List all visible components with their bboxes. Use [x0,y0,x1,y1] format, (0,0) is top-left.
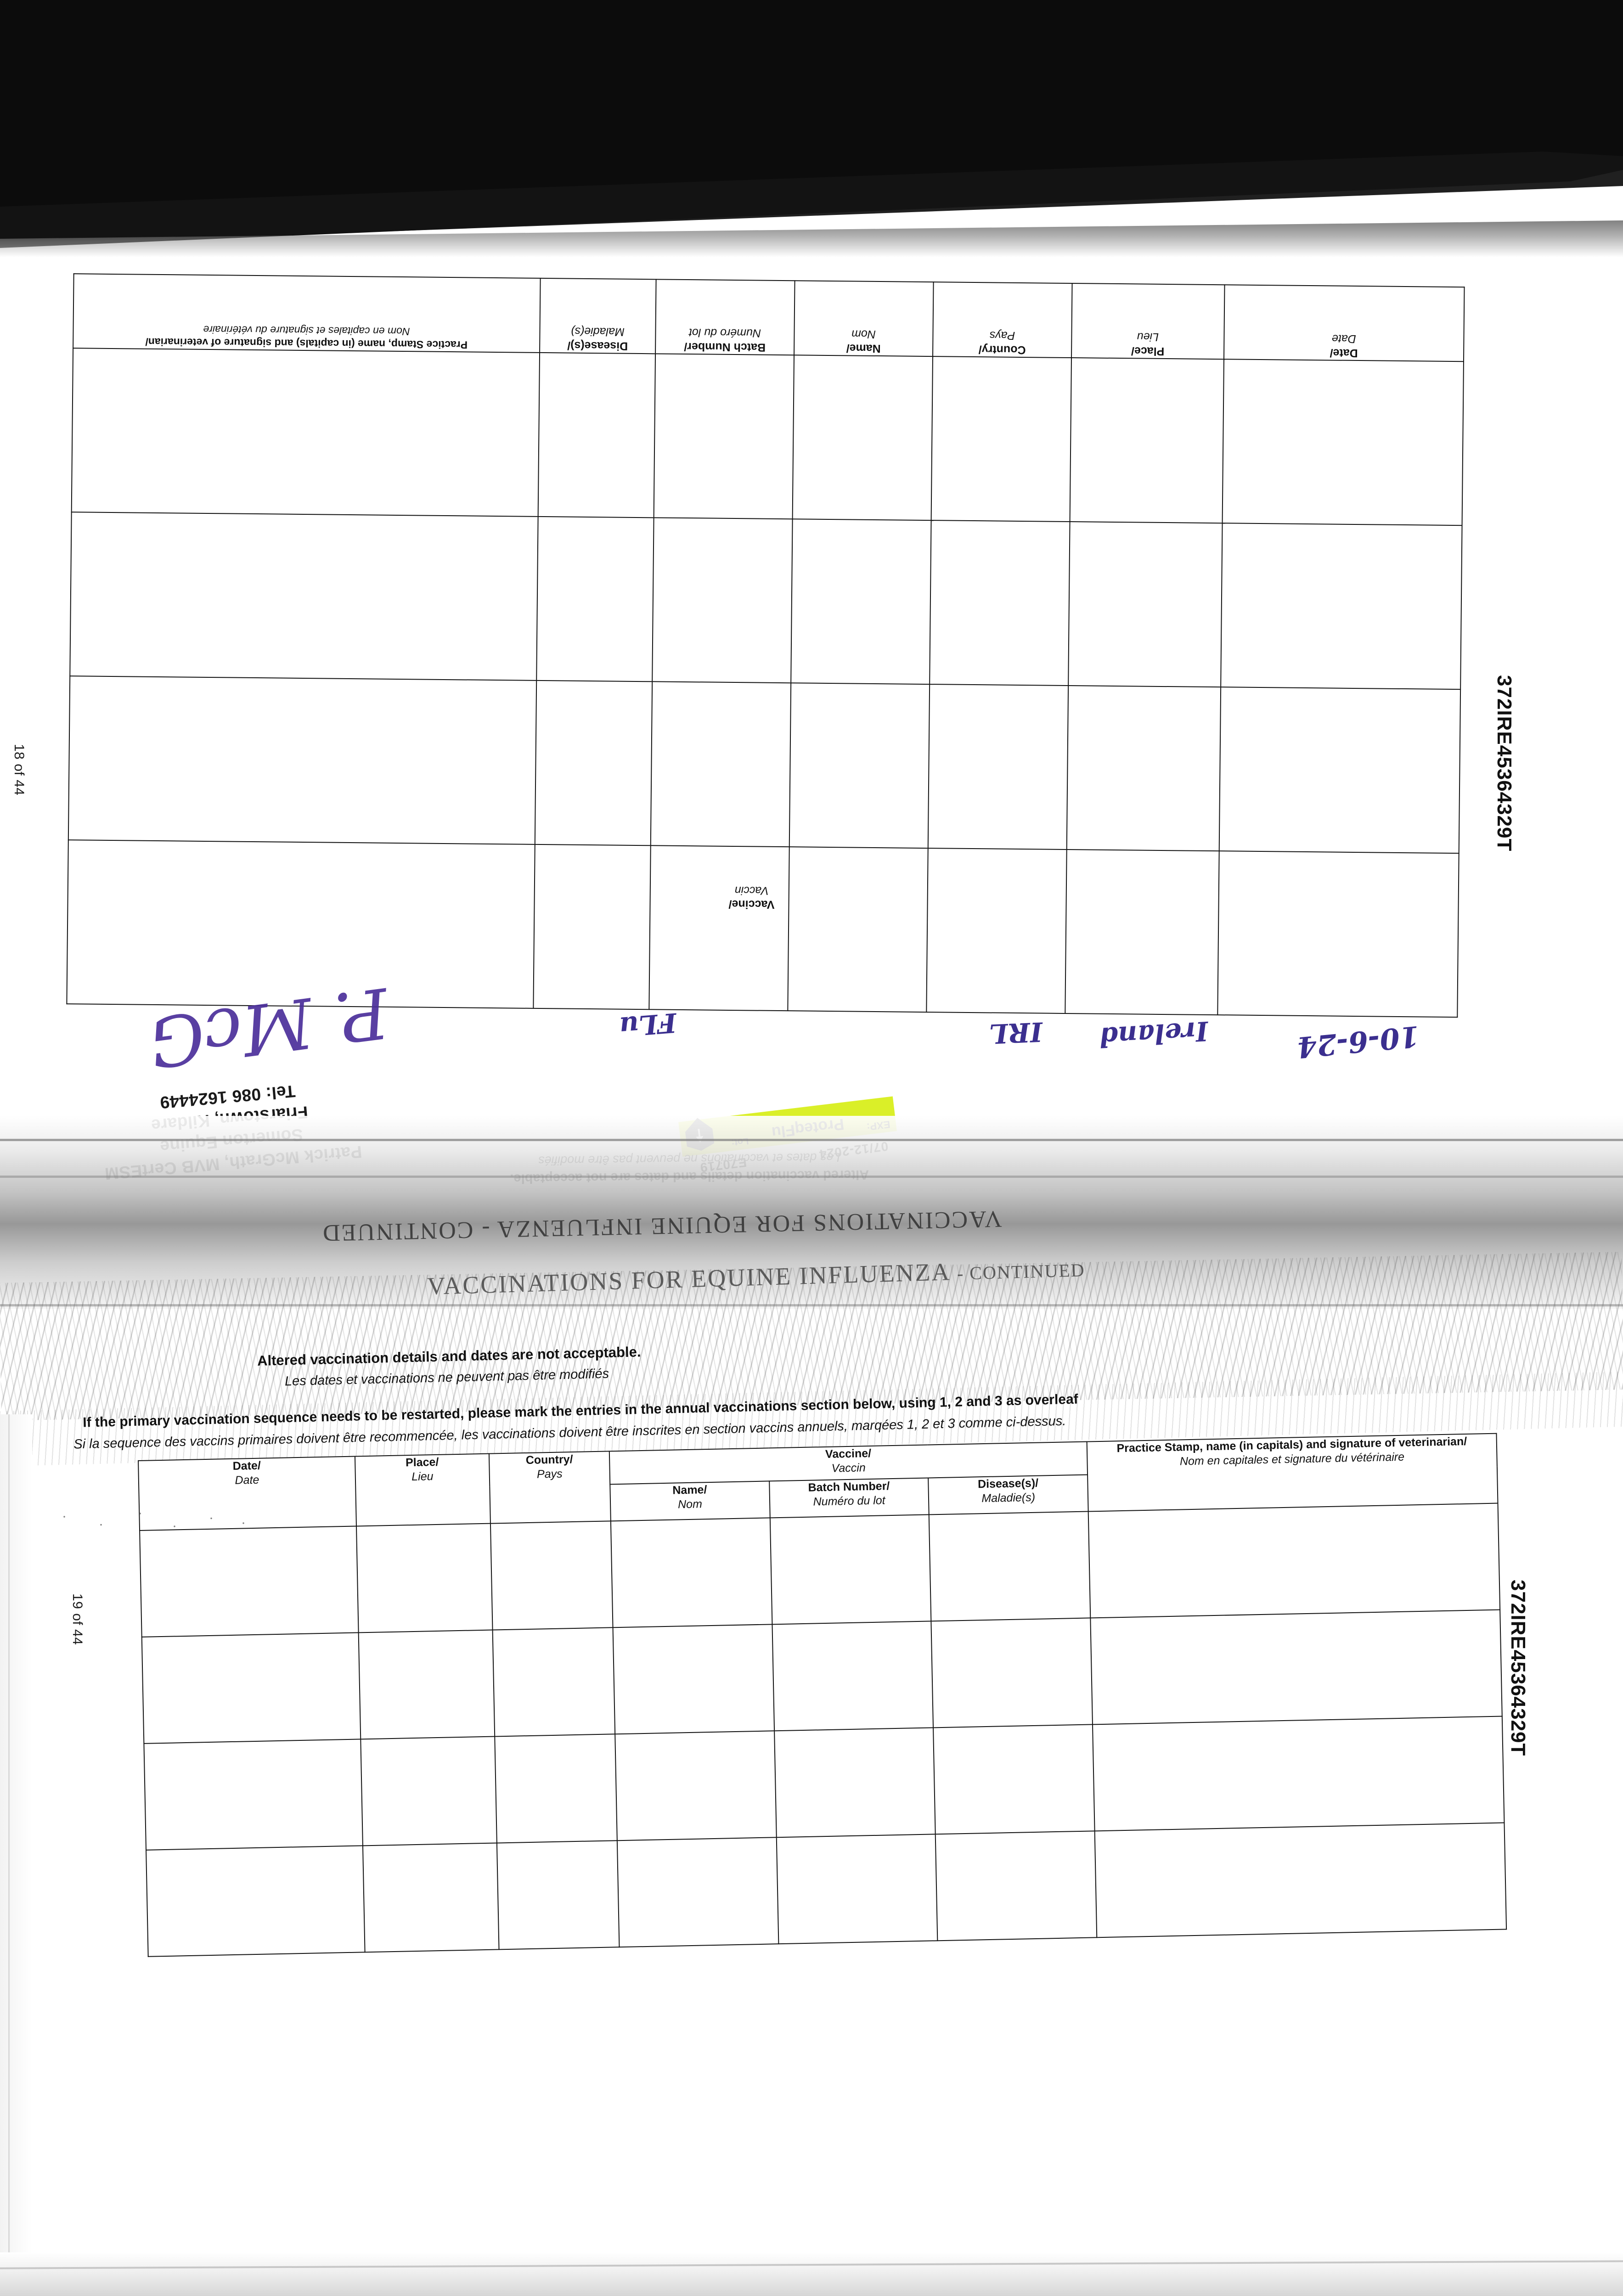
page-number-label-19: 19 of 44 [70,1593,85,1645]
altered-notice-en: Altered vaccination details and dates ar… [257,1344,641,1369]
entry-vaccine-name-handwritten: FLu [618,1007,678,1042]
table-row [70,512,1462,690]
column-header-diseases: Disease(s)/ Maladie(s) [928,1474,1088,1515]
entry-country-handwritten: IRL [988,1016,1043,1050]
column-header-vaccine-name: Name/ Nom [794,281,934,357]
entry-place-handwritten: Ireland [1099,1015,1209,1053]
column-header-practice-stamp: Practice Stamp, name (in capitals) and s… [73,274,541,353]
passport-page-18: Date/ Date Place/ Lieu Country/ Pays Nam… [0,259,1566,1220]
column-header-country: Country/ Pays [489,1451,611,1524]
page-bottom-edge [0,2252,1623,2296]
fold-line [0,1139,1623,1141]
column-header-country: Country/ Pays [933,282,1072,358]
page-number-label-18: 18 of 44 [11,744,27,796]
fold-line [0,1176,1623,1178]
passport-page-19: Altered vaccination details and dates ar… [0,1322,1623,2296]
table-row [68,676,1461,854]
column-header-diseases: Disease(s)/ Maladie(s) [540,278,656,354]
entry-date-handwritten: 10-6-24 [1295,1019,1421,1064]
column-group-header-vaccine: Vaccine/ Vaccin [728,884,775,911]
page-fold-shadow [0,1116,1623,1309]
column-header-batch-number: Batch Number/ Numéro du lot [655,279,795,355]
binding-edge-shadow [0,1414,32,2278]
column-header-practice-stamp: Practice Stamp, name (in capitals) and s… [1087,1433,1498,1512]
binding-edge-line [8,1414,10,2278]
column-header-date: Date/ Date [1223,285,1465,362]
vaccination-table-page-19: Date/ Date Place/ Lieu Country/ Pays Vac… [138,1433,1507,1957]
passport-code-page-19: 372IRE45364329T [1507,1580,1529,1756]
fold-line [0,1304,1623,1306]
passport-code-page-18: 372IRE45364329T [1493,675,1516,852]
table-header-row: Date/ Date Place/ Lieu Country/ Pays Nam… [73,274,1465,362]
column-header-batch-number: Batch Number/ Numéro du lot [769,1478,930,1518]
altered-notice-fr: Les dates et vaccinations ne peuvent pas… [284,1366,609,1389]
column-header-vaccine-name: Name/ Nom [610,1481,770,1521]
table-row-entry [71,348,1464,526]
column-header-place: Place/ Lieu [355,1453,490,1526]
column-header-place: Place/ Lieu [1071,283,1225,360]
scan-speckle-artifact [37,1504,266,1536]
